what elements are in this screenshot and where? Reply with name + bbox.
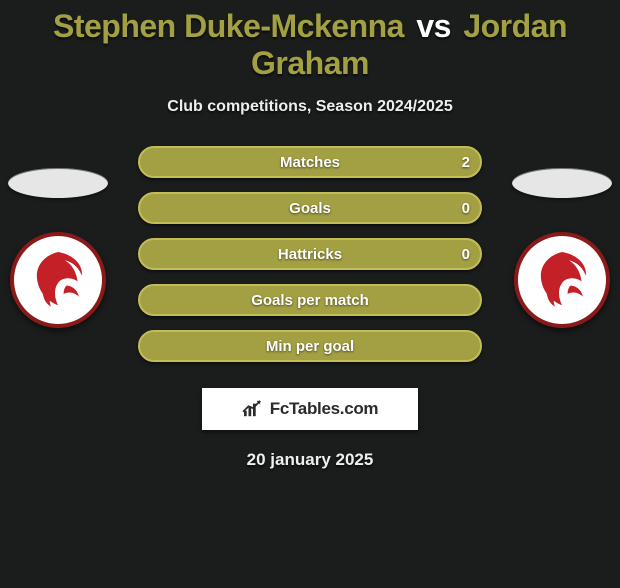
- dragon-crest-icon: [23, 245, 93, 315]
- stat-value-p2: 0: [462, 200, 470, 217]
- brand-chart-icon: [242, 400, 264, 418]
- stat-bar: Min per goal: [138, 330, 482, 362]
- stat-bar: Goals per match: [138, 284, 482, 316]
- stat-label: Hattricks: [278, 246, 342, 263]
- stat-label: Min per goal: [266, 338, 354, 355]
- subtitle: Club competitions, Season 2024/2025: [0, 98, 620, 116]
- stat-bar: Goals 0: [138, 192, 482, 224]
- snapshot-date: 20 january 2025: [0, 450, 620, 470]
- vs-separator: vs: [416, 8, 451, 44]
- stat-label: Goals per match: [251, 292, 369, 309]
- stat-value-p2: 2: [462, 154, 470, 171]
- player2-plate: [512, 168, 612, 198]
- stat-label: Goals: [289, 200, 331, 217]
- player2-club-crest: [514, 232, 610, 328]
- stat-bar: Matches 2: [138, 146, 482, 178]
- stat-bars: Matches 2 Goals 0 Hattricks 0 Goals per match M…: [138, 146, 482, 376]
- stat-value-p2: 0: [462, 246, 470, 263]
- brand-badge: FcTables.com: [202, 388, 418, 430]
- brand-text: FcTables.com: [270, 399, 379, 419]
- stat-bar: Hattricks 0: [138, 238, 482, 270]
- player1-club-crest: [10, 232, 106, 328]
- player1-plate: [8, 168, 108, 198]
- comparison-arena: Matches 2 Goals 0 Hattricks 0 Goals per match M…: [0, 146, 620, 366]
- stat-label: Matches: [280, 154, 340, 171]
- player1-name: Stephen Duke-Mckenna: [53, 8, 404, 44]
- dragon-crest-icon: [527, 245, 597, 315]
- comparison-title: Stephen Duke-Mckenna vs Jordan Graham: [0, 8, 620, 82]
